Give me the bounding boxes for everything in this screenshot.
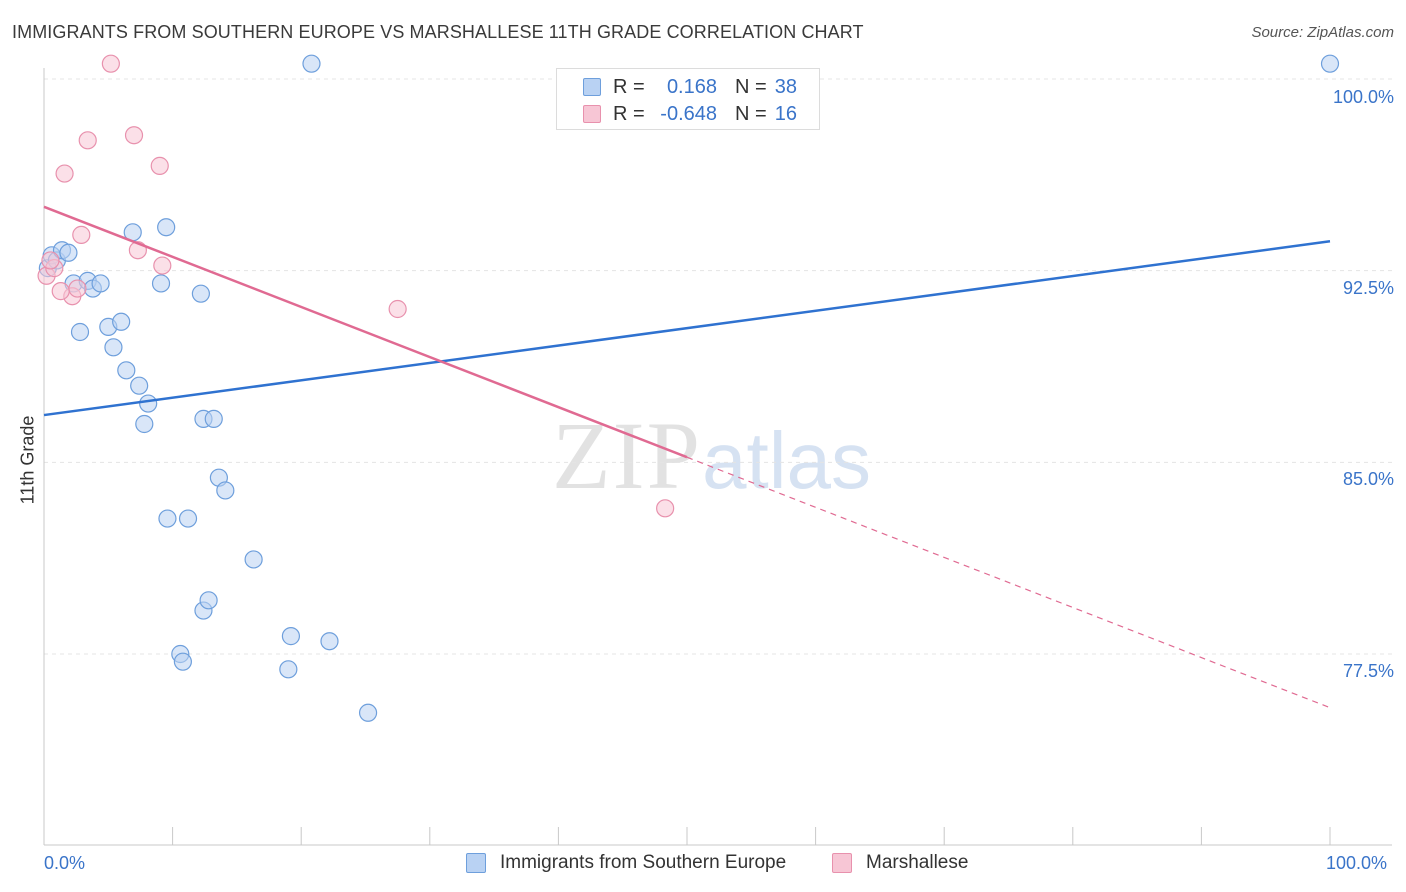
x-tick-label-max: 100.0%	[1326, 853, 1388, 873]
legend-r-value: 0.168	[666, 76, 717, 98]
watermark: ZIPatlas	[552, 400, 871, 511]
point-southern-europe	[178, 509, 198, 528]
point-southern-europe	[70, 322, 90, 342]
watermark-zip: ZIP	[552, 402, 702, 509]
point-southern-europe	[281, 627, 301, 646]
point-southern-europe	[279, 660, 298, 679]
point-southern-europe	[139, 394, 158, 413]
trendline-marshallese	[43, 205, 688, 459]
point-southern-europe	[157, 218, 176, 237]
chart-title: IMMIGRANTS FROM SOUTHERN EUROPE VS MARSH…	[12, 22, 864, 42]
watermark-atlas: atlas	[702, 416, 871, 505]
legend-r-label: R =	[613, 103, 645, 125]
y-tick-label-100: 100.0%	[1332, 87, 1394, 107]
point-southern-europe	[59, 243, 78, 262]
point-marshallese	[51, 282, 70, 301]
point-southern-europe	[191, 284, 210, 303]
point-marshallese	[78, 131, 97, 150]
point-marshallese	[101, 54, 120, 73]
point-southern-europe	[244, 550, 263, 569]
point-southern-europe	[135, 414, 154, 434]
point-marshallese	[72, 225, 91, 244]
y-tick-label-77-5: 77.5%	[1342, 661, 1394, 681]
correlation-legend: R = 0.168 N = 38 R = -0.648 N = 16	[556, 68, 820, 130]
point-marshallese	[656, 499, 675, 518]
point-southern-europe	[199, 591, 218, 610]
legend-n-label: N =	[735, 103, 767, 125]
point-southern-europe	[173, 652, 192, 671]
legend-swatch-blue	[466, 853, 486, 873]
legend-swatch-pink	[583, 105, 601, 123]
y-tick-label-92-5: 92.5%	[1342, 278, 1394, 298]
y-tick-label-85: 85.0%	[1342, 469, 1394, 489]
point-southern-europe	[204, 409, 223, 428]
point-marshallese	[41, 251, 60, 270]
point-southern-europe	[117, 361, 136, 380]
point-southern-europe	[358, 703, 378, 722]
source-label: Source: ZipAtlas.com	[1251, 24, 1394, 41]
point-southern-europe	[151, 274, 171, 293]
trendline-southern-europe	[43, 240, 1331, 417]
point-southern-europe	[91, 274, 110, 293]
x-tick-label-min: 0.0%	[44, 853, 86, 873]
point-southern-europe	[130, 376, 149, 395]
legend-n-label: N =	[735, 76, 767, 98]
legend-label: Immigrants from Southern Europe	[500, 852, 787, 873]
point-southern-europe	[1320, 54, 1340, 73]
legend-label: Marshallese	[866, 852, 969, 873]
point-marshallese	[388, 299, 407, 319]
trendline-marshallese-extrapolated	[686, 456, 1331, 709]
point-marshallese	[124, 126, 144, 145]
point-southern-europe	[112, 312, 131, 331]
legend-swatch-blue	[583, 78, 601, 96]
point-marshallese	[55, 164, 74, 183]
y-axis-label: 11th Grade	[17, 415, 38, 505]
point-southern-europe	[104, 338, 123, 357]
legend-n-value: 16	[774, 103, 797, 125]
legend-swatch-pink	[832, 853, 852, 873]
legend-row-southern-europe: R = 0.168 N = 38	[557, 74, 819, 102]
legend-n-value: 38	[774, 76, 797, 98]
point-southern-europe	[216, 481, 235, 500]
legend-r-value: -0.648	[660, 103, 717, 125]
point-southern-europe	[158, 509, 177, 528]
point-marshallese	[68, 279, 87, 298]
point-marshallese	[150, 156, 169, 175]
point-marshallese	[153, 256, 172, 275]
point-southern-europe	[302, 54, 321, 73]
legend-row-marshallese: R = -0.648 N = 16	[557, 101, 819, 129]
legend-r-label: R =	[613, 76, 645, 98]
point-southern-europe	[320, 632, 339, 651]
